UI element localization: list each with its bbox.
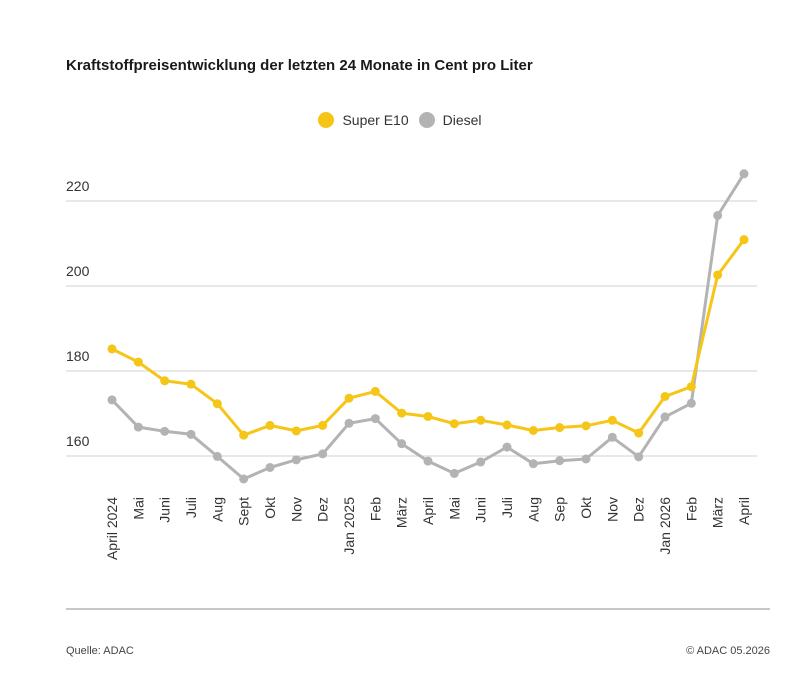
x-tick-label: März: [710, 497, 726, 528]
y-tick-label-220: 220: [66, 178, 90, 194]
x-tick-label: April 2024: [104, 497, 120, 560]
x-tick-label: Okt: [262, 497, 278, 519]
x-tick-label: Jan 2025: [341, 497, 357, 555]
data-point-diesel: [370, 414, 380, 424]
data-point-diesel: [739, 169, 749, 179]
data-point-super-e10: [107, 344, 117, 354]
x-tick-label: Mai: [130, 497, 146, 520]
data-point-super-e10: [344, 393, 354, 403]
y-tick-label-160: 160: [66, 433, 90, 449]
data-point-diesel: [634, 452, 644, 462]
data-point-diesel: [713, 210, 723, 220]
x-tick-label: Aug: [209, 497, 225, 522]
data-point-super-e10: [607, 415, 617, 425]
data-point-diesel: [502, 442, 512, 452]
data-point-diesel: [686, 398, 696, 408]
data-point-super-e10: [660, 392, 670, 401]
data-point-super-e10: [449, 419, 459, 429]
data-point-diesel: [555, 456, 565, 466]
y-tick-label-200: 200: [66, 263, 90, 279]
x-tick-label: Juli: [183, 497, 199, 518]
data-point-diesel: [344, 418, 354, 428]
x-tick-label: Juli: [499, 497, 515, 518]
data-point-diesel: [107, 395, 117, 405]
y-tick-label-180: 180: [66, 348, 90, 364]
x-tick-label: Dez: [631, 497, 647, 522]
data-point-super-e10: [291, 426, 301, 436]
data-point-super-e10: [423, 411, 433, 421]
data-point-diesel: [528, 459, 538, 469]
legend: Super E10 Diesel: [0, 112, 810, 128]
x-tick-label: März: [394, 497, 410, 528]
data-point-diesel: [397, 439, 407, 449]
x-tick-label: Feb: [367, 497, 383, 521]
data-point-super-e10: [212, 399, 222, 409]
x-tick-label: Sept: [236, 497, 252, 526]
x-tick-label: April: [736, 497, 752, 525]
x-tick-label: Feb: [683, 497, 699, 521]
legend-label-super-e10: Super E10: [342, 112, 409, 128]
x-tick-label: Okt: [578, 497, 594, 519]
data-point-diesel: [423, 456, 433, 466]
data-point-super-e10: [370, 386, 380, 396]
x-tick-label: Sep: [552, 497, 568, 522]
data-point-super-e10: [476, 415, 486, 425]
x-tick-label: Mai: [446, 497, 462, 520]
line-chart: 160 180 200 220 April 2024 Mai Juni Juli Aug Sept…: [66, 169, 770, 610]
data-point-diesel: [186, 429, 196, 439]
data-point-super-e10: [739, 235, 749, 245]
x-tick-label: Juni: [157, 497, 173, 523]
legend-item-diesel: Diesel: [418, 112, 482, 128]
data-point-super-e10: [397, 408, 407, 418]
data-point-super-e10: [686, 382, 696, 392]
data-point-super-e10: [265, 420, 275, 430]
data-point-diesel: [133, 422, 143, 432]
legend-item-super-e10: Super E10: [318, 112, 409, 128]
data-point-super-e10: [555, 423, 565, 433]
data-point-diesel: [291, 455, 301, 465]
copyright-note: © ADAC 05.2026: [686, 645, 770, 657]
data-point-diesel: [581, 454, 591, 464]
data-point-diesel: [607, 432, 617, 442]
series-line-diesel: [110, 172, 746, 481]
data-point-diesel: [160, 426, 170, 436]
data-point-super-e10: [502, 420, 512, 430]
legend-dot-diesel: [418, 112, 435, 128]
data-point-diesel: [449, 468, 459, 478]
data-point-super-e10: [160, 376, 170, 386]
chart-title: Kraftstoffpreisentwicklung der letzten 2…: [66, 57, 533, 74]
data-point-diesel: [476, 457, 486, 467]
data-point-diesel: [239, 474, 249, 484]
x-tick-label: Dez: [315, 497, 331, 522]
data-point-super-e10: [634, 428, 644, 438]
legend-label-diesel: Diesel: [442, 112, 482, 128]
x-tick-label: Nov: [604, 497, 620, 522]
x-tick-label: Juni: [473, 497, 489, 523]
data-point-super-e10: [528, 426, 538, 435]
x-tick-label: Nov: [288, 497, 304, 522]
data-point-diesel: [212, 451, 222, 461]
data-point-super-e10: [713, 270, 723, 280]
data-point-diesel: [318, 449, 328, 459]
data-point-super-e10: [186, 379, 196, 389]
x-tick-label: April: [420, 497, 436, 525]
x-tick-label: Aug: [525, 497, 541, 522]
data-point-super-e10: [239, 430, 249, 440]
data-point-super-e10: [581, 421, 591, 431]
data-point-diesel: [660, 412, 670, 422]
series-line-super-e10: [111, 238, 746, 437]
source-note: Quelle: ADAC: [66, 645, 134, 657]
x-tick-label: Jan 2026: [657, 497, 673, 555]
data-point-super-e10: [133, 357, 143, 367]
data-point-super-e10: [318, 420, 328, 430]
data-point-diesel: [265, 462, 275, 472]
legend-dot-super-e10: [318, 112, 335, 128]
